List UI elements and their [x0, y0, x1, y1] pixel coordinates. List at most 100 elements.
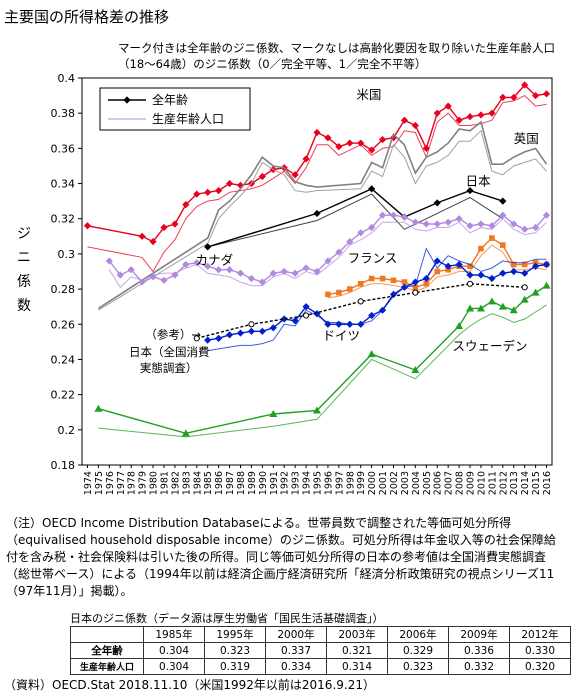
- data-point: [455, 215, 463, 223]
- y-axis-label: ジ: [17, 226, 31, 242]
- data-point: [335, 143, 343, 151]
- annotation: （参考）→: [145, 327, 201, 341]
- x-tick-label: 1988: [236, 471, 247, 495]
- series-label: ドイツ: [322, 328, 360, 343]
- x-tick-label: 1995: [313, 471, 324, 495]
- data-point: [521, 261, 528, 268]
- series-label: カナダ: [196, 252, 234, 267]
- legend-all-ages-marker: [123, 96, 131, 104]
- data-point: [532, 262, 540, 270]
- table-header-row: 1985年 1995年 2000年 2003年 2006年 2009年 2012…: [70, 626, 571, 643]
- table-cell: 0.336: [448, 642, 510, 659]
- data-point: [215, 266, 223, 274]
- data-point: [204, 188, 212, 196]
- data-point: [324, 320, 332, 328]
- table-header-cell: 1985年: [143, 626, 205, 643]
- data-point: [520, 295, 529, 303]
- x-tick-label: 1976: [105, 471, 116, 495]
- y-tick-label: 0.2: [58, 424, 76, 437]
- y-tick-label: 0.22: [51, 389, 76, 402]
- table-cell: 0.334: [265, 658, 327, 675]
- data-point: [499, 211, 507, 219]
- data-point: [357, 139, 365, 147]
- series-working-age-line: [327, 244, 547, 299]
- data-point: [258, 278, 266, 286]
- data-point: [412, 284, 419, 291]
- data-point: [487, 297, 496, 305]
- legend-label: 全年齢: [152, 92, 188, 107]
- data-point: [466, 186, 474, 195]
- x-tick-label: 1997: [334, 471, 345, 495]
- data-point: [346, 139, 354, 147]
- data-point: [324, 134, 332, 142]
- data-point: [531, 288, 540, 296]
- data-point: [291, 171, 299, 179]
- table-header-cell: 1995年: [204, 626, 266, 643]
- data-point: [368, 185, 376, 193]
- data-point: [401, 279, 408, 285]
- data-point: [433, 199, 441, 207]
- data-point: [83, 222, 92, 230]
- data-point: [149, 237, 157, 246]
- data-point: [444, 262, 452, 270]
- data-point: [542, 211, 551, 219]
- data-point: [422, 144, 430, 152]
- table-header-cell: [70, 626, 144, 643]
- x-tick-label: 1989: [247, 471, 258, 495]
- data-point: [466, 304, 475, 312]
- x-tick-label: 2012: [498, 471, 509, 495]
- table-cell: 0.337: [265, 642, 327, 659]
- table-cell: 0.314: [326, 658, 388, 675]
- page-title: 主要国の所得格差の推移: [4, 8, 170, 26]
- data-point: [346, 237, 354, 246]
- data-point: [248, 321, 255, 328]
- table-cell: 0.323: [387, 658, 449, 675]
- x-tick-label: 2009: [466, 471, 477, 495]
- data-point: [466, 280, 474, 287]
- table-row: 全年齢 0.304 0.323 0.337 0.321 0.329 0.336 …: [70, 642, 571, 659]
- data-point: [466, 271, 474, 279]
- table-row: 生産年齢人口 0.304 0.319 0.334 0.314 0.323 0.3…: [70, 658, 571, 675]
- data-point: [336, 289, 342, 296]
- data-point: [379, 275, 386, 282]
- data-point: [236, 329, 245, 337]
- data-point: [455, 322, 464, 330]
- data-point: [313, 406, 321, 414]
- data-point: [455, 260, 463, 269]
- series-label: 米国: [356, 87, 381, 102]
- data-point: [357, 281, 364, 287]
- x-tick-label: 2005: [422, 471, 433, 495]
- series-working-age-line: [98, 304, 547, 438]
- x-tick-label: 1979: [138, 471, 149, 495]
- x-tick-label: 1977: [116, 471, 127, 495]
- data-point: [411, 218, 419, 226]
- data-point: [357, 298, 364, 305]
- data-point: [291, 269, 299, 277]
- data-point: [411, 121, 419, 130]
- x-tick-label: 1981: [159, 471, 170, 495]
- table-header-cell: 2012年: [509, 626, 571, 643]
- data-point: [499, 197, 507, 205]
- data-point: [478, 245, 484, 252]
- data-point: [499, 93, 507, 101]
- data-point: [498, 302, 507, 310]
- x-tick-label: 2006: [433, 471, 444, 495]
- data-point: [466, 113, 474, 121]
- data-point: [302, 312, 310, 319]
- data-point: [193, 190, 201, 198]
- data-point: [542, 90, 551, 98]
- data-point: [455, 116, 463, 124]
- data-point: [389, 211, 398, 219]
- data-point: [149, 273, 157, 281]
- x-tick-label: 1991: [269, 471, 280, 495]
- data-point: [193, 335, 200, 342]
- legend-label: 生産年齢人口: [152, 111, 224, 126]
- table-cell: 0.304: [143, 642, 205, 659]
- data-point: [488, 109, 496, 117]
- data-point: [204, 262, 212, 270]
- x-tick-label: 2015: [531, 471, 542, 495]
- data-point: [411, 278, 419, 286]
- data-point: [476, 304, 485, 312]
- notes-text: （注）OECD Income Distribution Databaseによる。…: [6, 516, 556, 598]
- data-point: [499, 269, 507, 277]
